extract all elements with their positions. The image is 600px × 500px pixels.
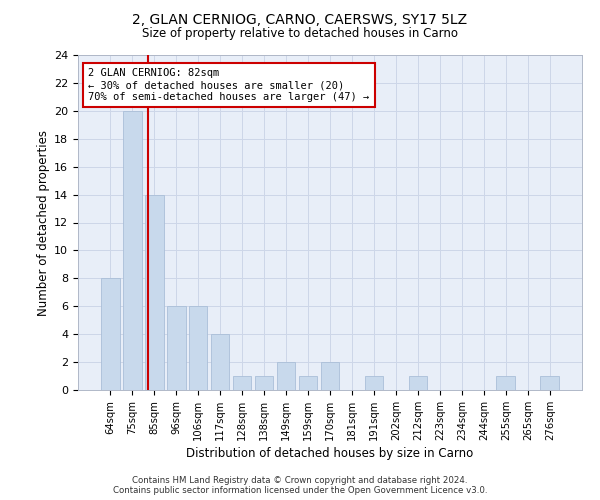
Bar xyxy=(496,376,515,390)
Bar xyxy=(541,376,559,390)
Bar xyxy=(145,194,164,390)
Bar xyxy=(189,306,208,390)
Bar xyxy=(255,376,274,390)
Bar xyxy=(365,376,383,390)
Bar xyxy=(277,362,295,390)
Bar xyxy=(101,278,119,390)
Text: Contains HM Land Registry data © Crown copyright and database right 2024.
Contai: Contains HM Land Registry data © Crown c… xyxy=(113,476,487,495)
Text: Size of property relative to detached houses in Carno: Size of property relative to detached ho… xyxy=(142,28,458,40)
X-axis label: Distribution of detached houses by size in Carno: Distribution of detached houses by size … xyxy=(187,447,473,460)
Bar xyxy=(233,376,251,390)
Bar xyxy=(320,362,340,390)
Bar xyxy=(123,111,142,390)
Bar xyxy=(167,306,185,390)
Text: 2 GLAN CERNIOG: 82sqm
← 30% of detached houses are smaller (20)
70% of semi-deta: 2 GLAN CERNIOG: 82sqm ← 30% of detached … xyxy=(88,68,370,102)
Bar xyxy=(211,334,229,390)
Text: 2, GLAN CERNIOG, CARNO, CAERSWS, SY17 5LZ: 2, GLAN CERNIOG, CARNO, CAERSWS, SY17 5L… xyxy=(133,12,467,26)
Y-axis label: Number of detached properties: Number of detached properties xyxy=(37,130,50,316)
Bar xyxy=(299,376,317,390)
Bar xyxy=(409,376,427,390)
